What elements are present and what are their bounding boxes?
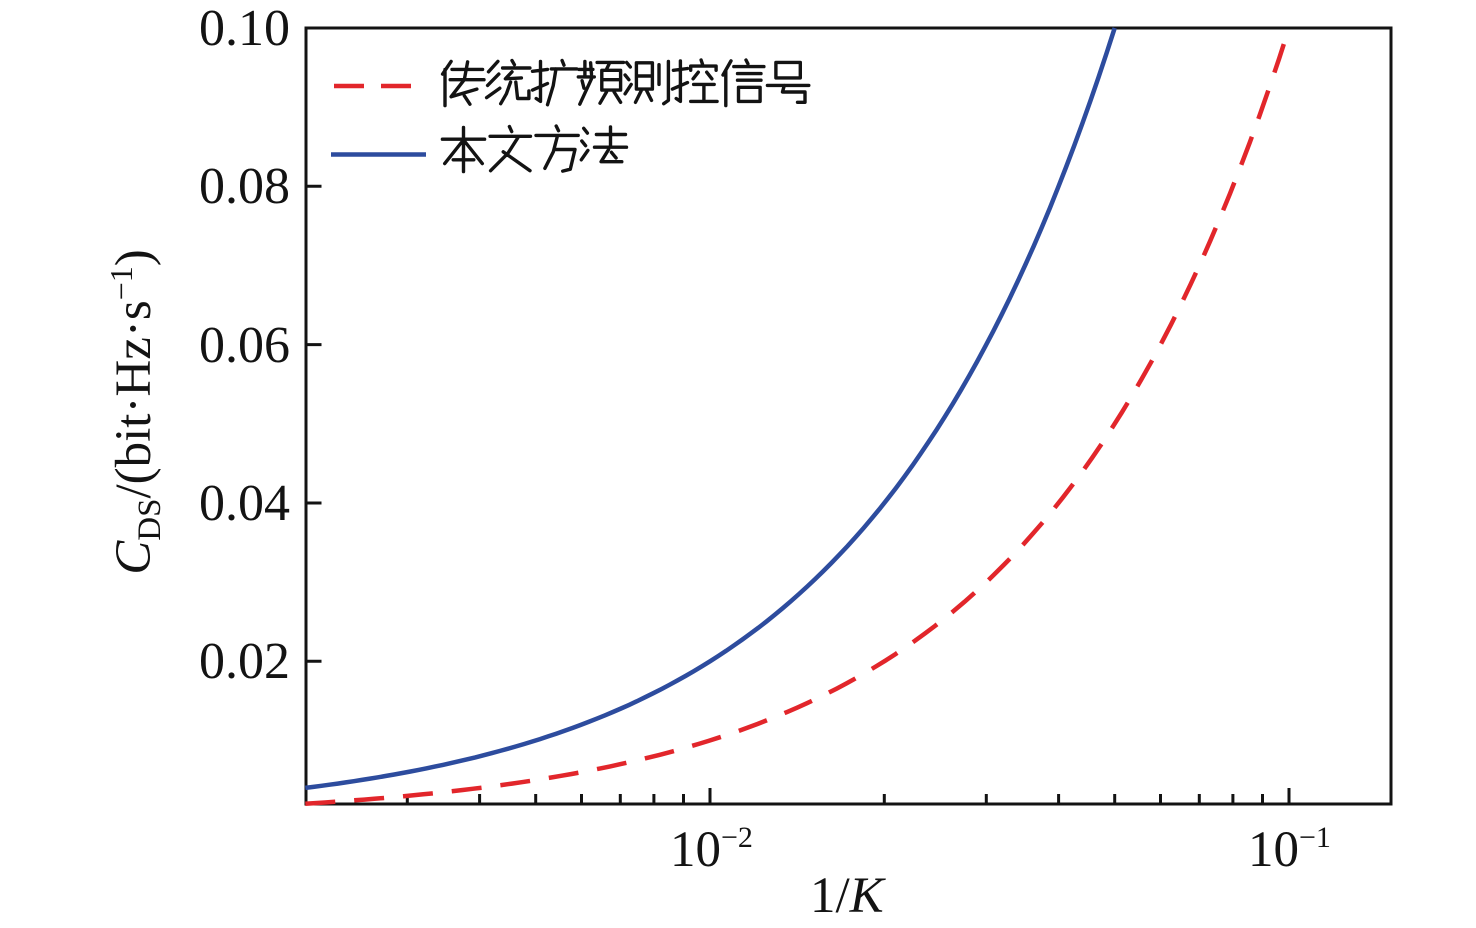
svg-text:0.10: 0.10 <box>199 0 290 57</box>
svg-text:1/K: 1/K <box>810 868 887 924</box>
svg-text:0.02: 0.02 <box>199 633 290 690</box>
svg-text:0.08: 0.08 <box>199 158 290 215</box>
svg-text:0.04: 0.04 <box>199 475 290 532</box>
svg-text:CDS/(bit·Hz·s−1): CDS/(bit·Hz·s−1) <box>103 249 168 575</box>
svg-text:0.06: 0.06 <box>199 317 290 374</box>
